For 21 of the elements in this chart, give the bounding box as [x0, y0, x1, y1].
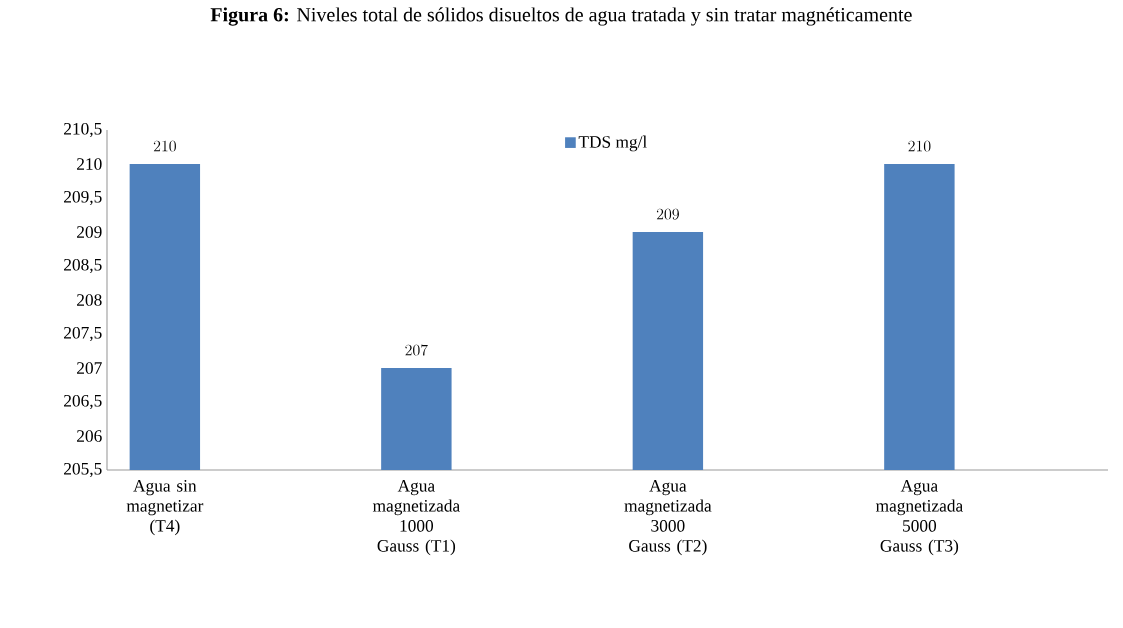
x-tick-label: Agua magnetizada 5000 Gauss (T3): [875, 480, 963, 556]
x-tick-label: Agua magnetizada 3000 Gauss (T2): [624, 480, 712, 556]
x-tick-label: Agua sin magnetizar (T4): [126, 480, 204, 536]
legend-label: TDS mg/l: [578, 135, 647, 152]
y-tick-label: 208: [77, 294, 102, 306]
y-tick-label: 208,5: [64, 258, 102, 274]
y-tick-label: 205,5: [64, 462, 102, 478]
y-tick-label: 209: [77, 226, 102, 238]
data-label: 207: [405, 344, 428, 356]
data-label: 210: [908, 140, 931, 152]
y-tick-label: 206,5: [64, 394, 102, 410]
y-tick-label: 207: [77, 362, 102, 374]
data-label: 209: [656, 208, 679, 220]
data-label: 210: [153, 140, 176, 152]
y-tick-label: 207,5: [64, 326, 102, 342]
y-tick-label: 206: [77, 430, 102, 442]
x-tick-label: Agua magnetizada 1000 Gauss (T1): [372, 480, 460, 556]
y-tick-label: 209,5: [64, 190, 102, 206]
y-tick-label: 210,5: [64, 122, 102, 138]
y-tick-label: 210: [77, 158, 102, 170]
chart-title: Figura 6: Niveles total de sólidos disueltos de agua tratada y sin tratar magnéticamente: [210, 7, 912, 26]
